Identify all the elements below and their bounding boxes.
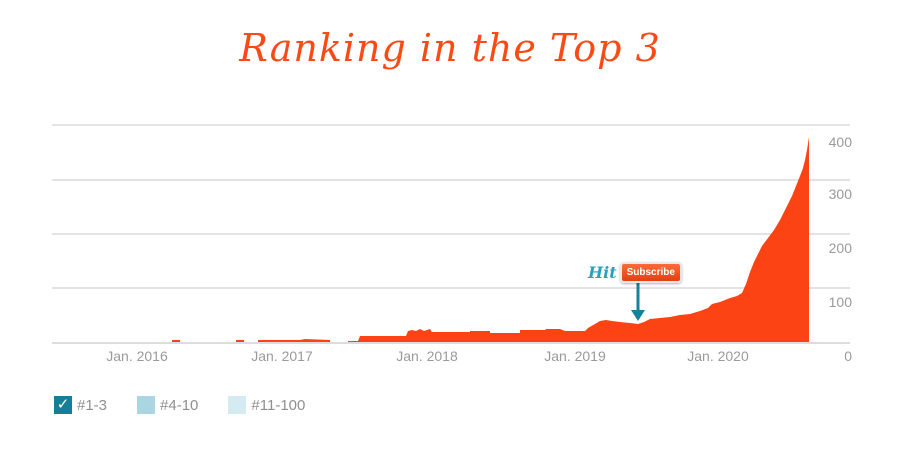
arrow-down-icon (631, 280, 645, 321)
hit-subscribe-annotation: Hit Subscribe (588, 262, 682, 283)
y-tick-200: 200 (829, 240, 853, 256)
y-tick-400: 400 (829, 134, 853, 150)
checkbox-icon[interactable] (228, 396, 247, 414)
legend-label: #11-100 (251, 396, 306, 414)
legend-item-11-100[interactable]: #11-100 (228, 396, 305, 414)
x-axis: Jan. 2016 Jan. 2017 Jan. 2018 Jan. 2019 … (106, 348, 749, 364)
subscribe-badge: Subscribe (619, 262, 682, 283)
y-tick-0: 0 (844, 348, 852, 364)
x-tick-2019: Jan. 2019 (544, 348, 606, 364)
y-tick-100: 100 (829, 294, 853, 310)
chart-title: Ranking in the Top 3 (239, 26, 661, 70)
y-axis: 400 300 200 100 0 (829, 134, 853, 364)
hit-text: Hit (588, 263, 617, 282)
legend-label: #4-10 (160, 396, 199, 414)
legend-item-4-10[interactable]: #4-10 (137, 396, 198, 414)
x-tick-2017: Jan. 2017 (251, 348, 313, 364)
legend: ✓ #1-3 #4-10 #11-100 (54, 396, 335, 414)
checkmark-icon[interactable]: ✓ (54, 396, 72, 414)
gridlines (52, 124, 850, 289)
y-tick-300: 300 (829, 186, 853, 202)
x-tick-2020: Jan. 2020 (687, 348, 749, 364)
checkbox-icon[interactable] (137, 396, 156, 414)
x-tick-2016: Jan. 2016 (106, 348, 168, 364)
ranking-area-series[interactable] (172, 137, 809, 342)
legend-item-1-3[interactable]: ✓ #1-3 (54, 396, 107, 414)
x-tick-2018: Jan. 2018 (396, 348, 458, 364)
legend-label: #1-3 (77, 396, 108, 414)
